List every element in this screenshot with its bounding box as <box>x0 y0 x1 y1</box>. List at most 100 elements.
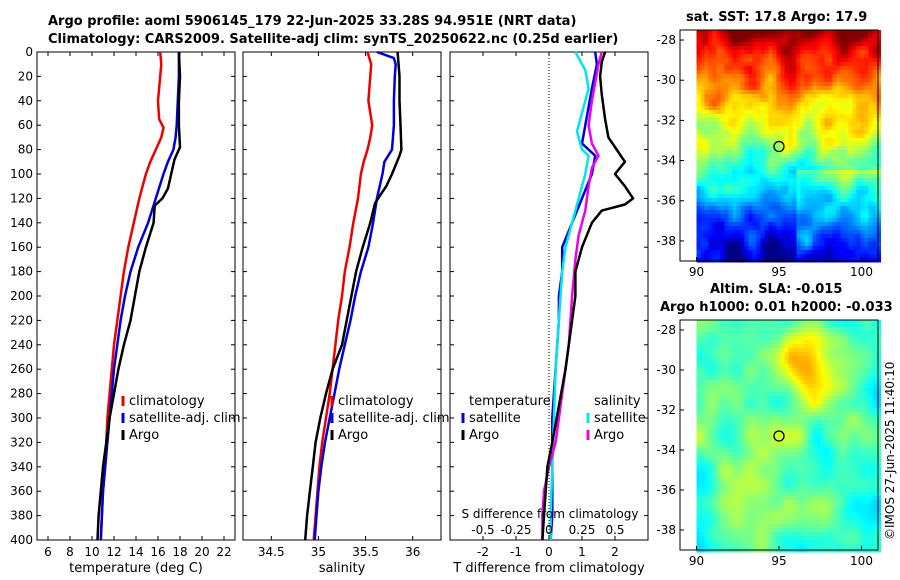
sst_map-cell <box>732 110 737 115</box>
sst_map-cell <box>820 178 825 183</box>
sla_map-cell <box>800 456 805 461</box>
sla_map-cell <box>756 544 761 549</box>
sla_map-cell <box>720 332 725 337</box>
sla_map-cell <box>748 540 753 545</box>
sla_map-cell <box>716 352 721 357</box>
sla_map-cell <box>824 452 829 457</box>
sst_map-cell <box>708 50 713 55</box>
sst_map-cell <box>712 218 717 223</box>
sla_map-cell <box>752 500 757 505</box>
sst_map-cell <box>840 238 845 243</box>
sst_map-cell <box>864 150 869 155</box>
sst_map-cell <box>836 206 841 211</box>
sla_map-cell <box>820 336 825 341</box>
sla_map-cell <box>832 360 837 365</box>
sst_map-cell <box>712 146 717 151</box>
sla_map-cell <box>824 424 829 429</box>
sst_map-cell <box>800 206 805 211</box>
sla_map-cell <box>724 516 729 521</box>
sla_map-cell <box>716 428 721 433</box>
sla_map-cell <box>748 536 753 541</box>
sla_map-cell <box>816 344 821 349</box>
sst_map-cell <box>828 222 833 227</box>
sla_map-cell <box>724 440 729 445</box>
sst_map-cell <box>756 202 761 207</box>
sla_map-cell <box>780 500 785 505</box>
sla_map-cell <box>732 544 737 549</box>
sla_map-cell <box>816 468 821 473</box>
sla_map-cell <box>772 440 777 445</box>
sst_map-cell <box>844 34 849 39</box>
sst_map-cell <box>840 102 845 107</box>
sla_map-cell <box>788 380 793 385</box>
sla_map-cell <box>732 400 737 405</box>
sst_map-cell <box>868 246 873 251</box>
sla_map-cell <box>808 412 813 417</box>
sst_map-cell <box>712 82 717 87</box>
sst_map-cell <box>740 202 745 207</box>
temperature-ytick-label: 320 <box>10 435 33 449</box>
sst_map-cell <box>780 202 785 207</box>
sst_map-cell <box>728 158 733 163</box>
sst_map-cell <box>844 174 849 179</box>
sst_map-cell <box>728 74 733 79</box>
sla_map-cell <box>736 360 741 365</box>
sla_map-cell <box>752 408 757 413</box>
sla_map-cell <box>768 528 773 533</box>
sst_map-cell <box>764 118 769 123</box>
sst_map-cell <box>820 242 825 247</box>
sla_map-cell <box>820 368 825 373</box>
sla_map-cell <box>700 544 705 549</box>
sst_map-cell <box>816 78 821 83</box>
sst_map-cell <box>728 34 733 39</box>
sla_map-cell <box>780 428 785 433</box>
sst_map-cell <box>828 110 833 115</box>
sst_map-cell <box>820 218 825 223</box>
sla_map-cell <box>740 336 745 341</box>
sla_map-cell <box>820 460 825 465</box>
sst_map-cell <box>844 94 849 99</box>
sst_map-cell <box>724 70 729 75</box>
sst_map-cell <box>876 166 881 171</box>
sla_map-cell <box>712 368 717 373</box>
sst_map-cell <box>740 242 745 247</box>
sst_map-cell <box>812 194 817 199</box>
sst_map-cell <box>724 198 729 203</box>
sst_map-cell <box>744 254 749 259</box>
sla_map-cell <box>752 360 757 365</box>
sla_map-cell <box>696 364 701 369</box>
sla_map-cell <box>720 524 725 529</box>
sst_map-cell <box>696 118 701 123</box>
temperature-xlabel: temperature (deg C) <box>69 561 203 576</box>
sla_map-cell <box>752 344 757 349</box>
sla_map-cell <box>744 392 749 397</box>
sla_map-cell <box>780 388 785 393</box>
sla_map-cell <box>800 532 805 537</box>
sla_map-cell <box>700 348 705 353</box>
sst_map-cell <box>852 222 857 227</box>
sst_map-cell <box>840 170 845 175</box>
sla_map-cell <box>732 404 737 409</box>
sla_map-cell <box>756 456 761 461</box>
sst_map-cell <box>844 74 849 79</box>
sst_map-cell <box>716 202 721 207</box>
sla_map-cell <box>804 432 809 437</box>
sla_map-cell <box>732 332 737 337</box>
sla_map-cell <box>832 356 837 361</box>
sst_map-cell <box>828 158 833 163</box>
sst_map-cell <box>852 250 857 255</box>
sla_map-cell <box>792 448 797 453</box>
sla_map-cell <box>744 332 749 337</box>
sst_map-cell <box>700 258 705 263</box>
sst_map-cell <box>816 46 821 51</box>
sla_map-cell <box>812 492 817 497</box>
sla_map-cell <box>824 360 829 365</box>
sst_map-cell <box>780 66 785 71</box>
sst_map-cell <box>748 218 753 223</box>
sla_map-cell <box>816 484 821 489</box>
sla_map-cell <box>700 496 705 501</box>
sst_map-cell <box>800 106 805 111</box>
sst_map-cell <box>768 42 773 47</box>
sla_map-cell <box>740 532 745 537</box>
sla_map-cell <box>704 444 709 449</box>
